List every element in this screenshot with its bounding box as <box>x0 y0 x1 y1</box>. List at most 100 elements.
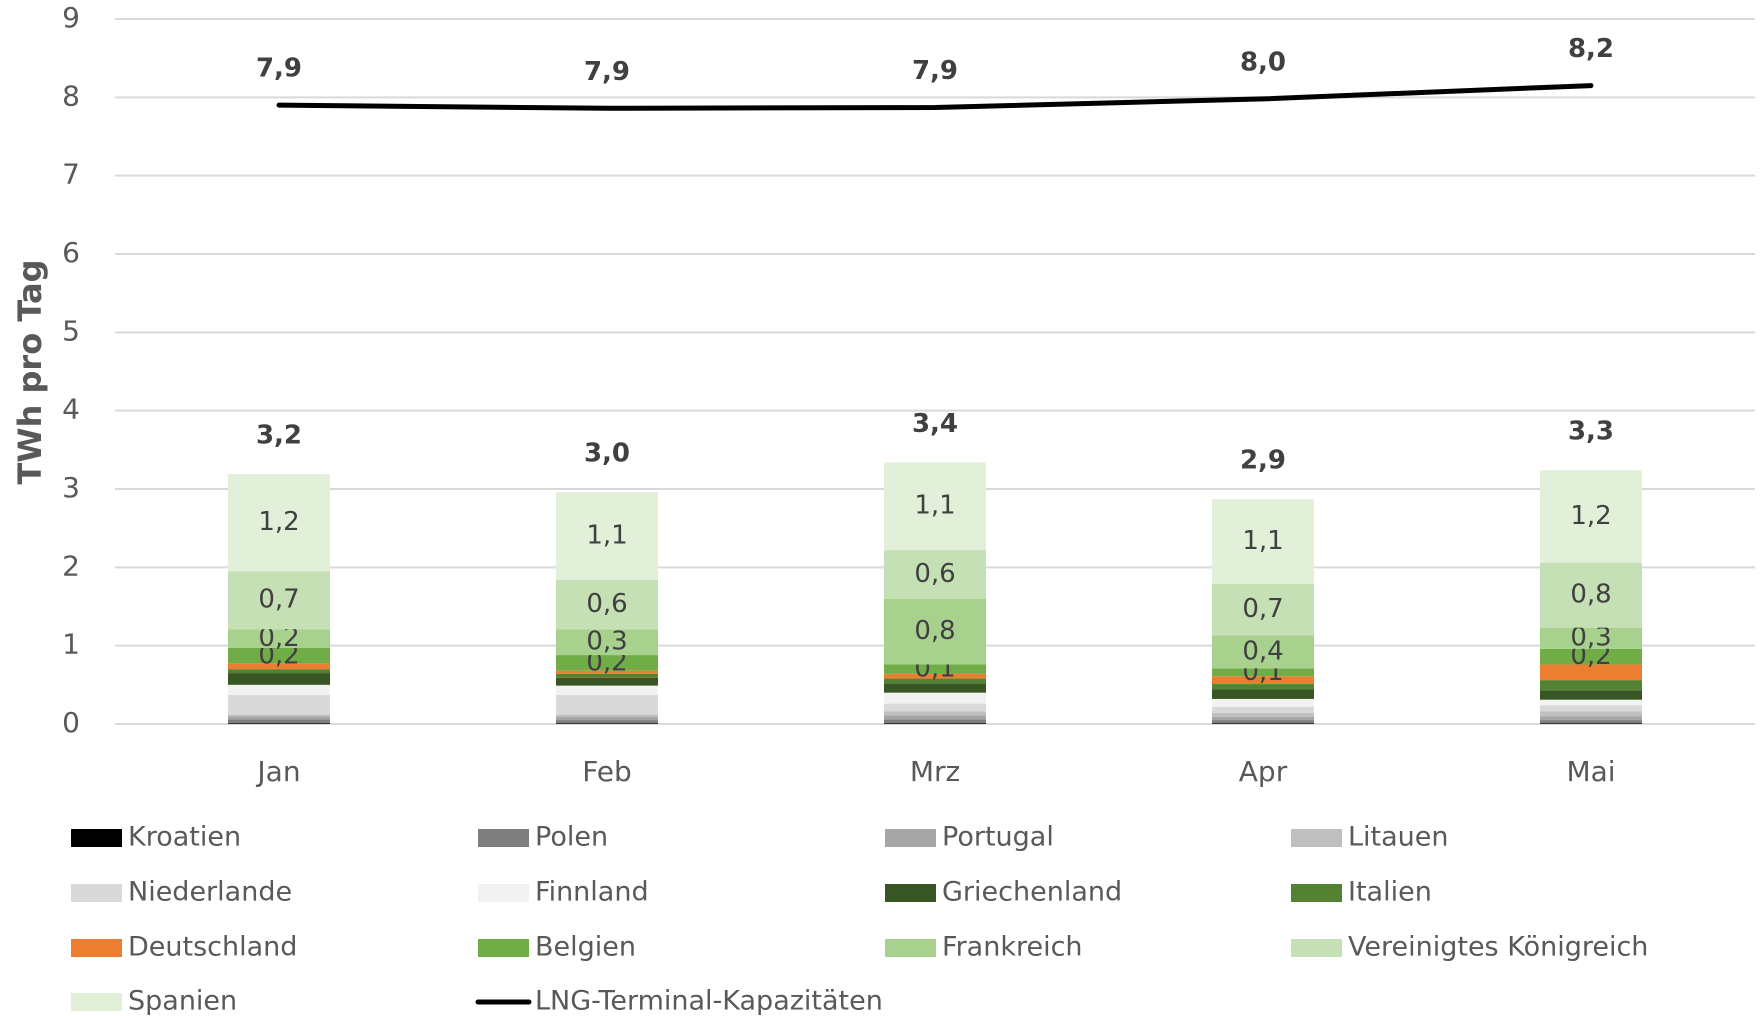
bar-segment <box>1212 698 1314 707</box>
data-label: 1,1 <box>914 491 955 521</box>
bar-segment <box>228 723 330 724</box>
legend-swatch <box>71 993 122 1011</box>
legend-label: Finnland <box>535 877 649 908</box>
legend-swatch <box>1291 939 1342 957</box>
bar-segment <box>1540 627 1642 649</box>
legend-swatch <box>1291 829 1342 847</box>
bar-segment <box>556 695 658 715</box>
bar-segment <box>1540 664 1642 681</box>
y-tick-label: 5 <box>62 314 80 347</box>
data-label: 0,8 <box>914 616 955 646</box>
x-tick-label: Apr <box>1239 755 1288 788</box>
data-label: 0,7 <box>1242 594 1283 624</box>
bar-segment <box>1212 668 1314 677</box>
legend-swatch <box>885 884 936 902</box>
bar-segment <box>884 598 986 665</box>
bar-segment <box>1212 706 1314 714</box>
bar-segment <box>228 719 330 724</box>
legend-swatch <box>71 939 122 957</box>
bar-segment <box>1212 499 1314 584</box>
legend-swatch <box>478 884 529 902</box>
data-label: 0,7 <box>258 585 299 615</box>
y-tick-label: 9 <box>62 1 80 34</box>
bar-segment <box>1540 562 1642 628</box>
bar-segment <box>556 670 658 674</box>
bar-segment <box>1540 720 1642 724</box>
bar-segment <box>884 715 986 720</box>
bar-segment <box>1212 583 1314 636</box>
legend-label: Deutschland <box>128 932 297 963</box>
bar-segment <box>1540 470 1642 563</box>
total-label: 2,9 <box>1240 446 1286 476</box>
bar-segment <box>1540 699 1642 706</box>
legend-label: Niederlande <box>128 877 292 908</box>
legend-label: Griechenland <box>942 877 1122 908</box>
data-label: 0,6 <box>586 589 627 619</box>
legend-label: Kroatien <box>128 822 241 853</box>
bar-segment <box>556 655 658 671</box>
bar-segment <box>884 678 986 684</box>
legend-label: Vereinigtes Königreich <box>1348 932 1648 963</box>
legend-label: Polen <box>535 822 608 853</box>
legend-label: Litauen <box>1348 822 1449 853</box>
bar-segment <box>884 703 986 712</box>
bar-segment <box>556 723 658 724</box>
bar-segment <box>1212 713 1314 717</box>
y-tick-label: 8 <box>62 79 80 112</box>
line <box>276 83 1594 111</box>
bar-segment <box>1212 635 1314 669</box>
bar-segment <box>1212 684 1314 690</box>
bar-segment <box>1212 676 1314 685</box>
bar-segment <box>884 711 986 716</box>
x-tick-label: Feb <box>582 755 632 788</box>
bar-segment <box>228 716 330 720</box>
bar-segment <box>228 673 330 685</box>
x-tick-label: Mai <box>1566 755 1615 788</box>
line-label: 8,2 <box>1568 34 1614 64</box>
bar-segment <box>228 571 330 630</box>
bar-segment <box>556 685 658 696</box>
y-tick-label: 6 <box>62 236 80 269</box>
bar-segment <box>884 692 986 704</box>
data-label: 0,6 <box>914 559 955 589</box>
y-tick-label: 7 <box>62 158 80 191</box>
bar-segment <box>1212 716 1314 721</box>
line-label: 7,9 <box>584 57 630 87</box>
bar-segment <box>228 695 330 715</box>
bar-segment <box>884 550 986 599</box>
y-tick-label: 2 <box>62 549 80 582</box>
bar-segment <box>884 723 986 724</box>
legend-swatch <box>885 829 936 847</box>
y-tick-label: 0 <box>62 706 80 739</box>
bar-segment <box>1540 716 1642 721</box>
bar-segment <box>228 648 330 664</box>
legend-label: Italien <box>1348 877 1432 908</box>
total-label: 3,4 <box>912 409 958 439</box>
bar-segment <box>1540 690 1642 700</box>
y-axis-title: TWh pro Tag <box>11 259 49 484</box>
line-label: 7,9 <box>256 54 302 84</box>
x-tick-label: Mrz <box>910 755 960 788</box>
bar-segment <box>556 492 658 580</box>
legend-swatch <box>478 829 529 847</box>
legend-label: LNG-Terminal-Kapazitäten <box>535 986 883 1016</box>
data-label: 0,8 <box>1570 580 1611 610</box>
data-label: 1,2 <box>258 507 299 537</box>
legend-label: Frankreich <box>942 932 1083 963</box>
data-label: 0,3 <box>1570 623 1611 653</box>
bar-segment <box>228 663 330 670</box>
total-label: 3,0 <box>584 439 630 469</box>
bar-segment <box>884 683 986 693</box>
legend-swatch <box>1291 884 1342 902</box>
x-tick-label: Jan <box>255 755 300 788</box>
bar-segment <box>228 684 330 696</box>
bar-segment <box>1212 720 1314 724</box>
y-tick-label: 4 <box>62 393 80 426</box>
bar-segment <box>1540 680 1642 691</box>
legend-label: Belgien <box>535 932 636 963</box>
line-label: 8,0 <box>1240 47 1286 77</box>
bar-segment <box>1540 648 1642 665</box>
bar-segment <box>556 720 658 724</box>
bar-segment <box>884 719 986 724</box>
bar-segment <box>228 474 330 572</box>
